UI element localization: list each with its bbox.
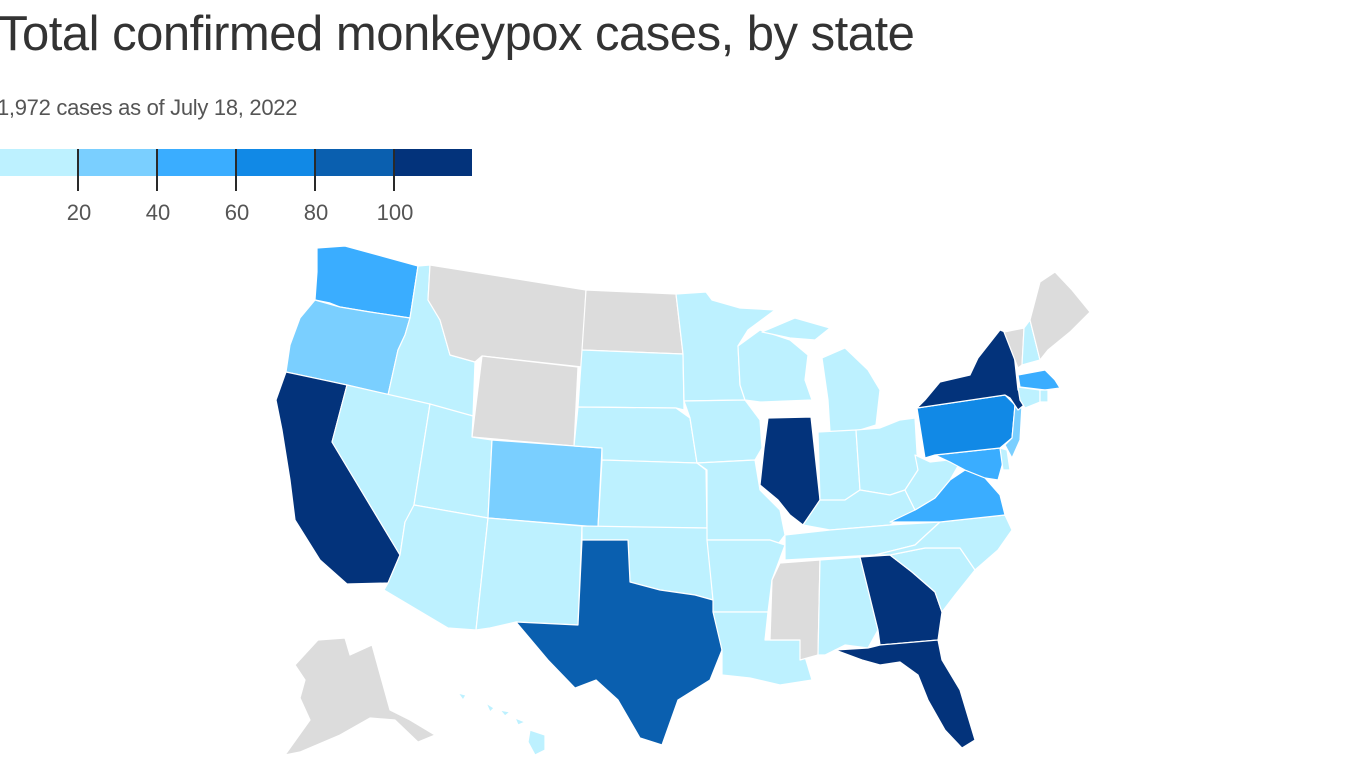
state-AR[interactable]	[706, 539, 786, 613]
state-WI[interactable]	[737, 329, 813, 403]
state-DE[interactable]	[999, 447, 1011, 471]
state-MI[interactable]	[761, 317, 881, 433]
state-MT[interactable]	[427, 264, 587, 368]
state-RI[interactable]	[1039, 389, 1049, 403]
legend-label: 100	[376, 200, 414, 225]
chart-title: Total confirmed monkeypox cases, by stat…	[0, 7, 915, 61]
state-NC[interactable]	[874, 514, 1013, 571]
state-HI[interactable]	[457, 692, 546, 756]
legend-bin-0	[0, 149, 79, 176]
legend-tick	[156, 149, 158, 191]
legend-tick	[77, 149, 79, 191]
state-ND[interactable]	[581, 289, 684, 355]
state-ME[interactable]	[1029, 271, 1091, 361]
state-IL[interactable]	[759, 416, 821, 526]
legend-tick	[314, 149, 316, 191]
state-IA[interactable]	[683, 399, 763, 464]
state-FL[interactable]	[834, 639, 976, 749]
state-SD[interactable]	[577, 349, 685, 411]
color-legend: 20 40 60 80 100	[0, 149, 472, 229]
legend-label: 40	[145, 200, 171, 225]
legend-bin-1	[79, 149, 158, 176]
state-NM[interactable]	[475, 517, 583, 631]
legend-bin-5	[394, 149, 472, 176]
chart-subtitle: 1,972 cases as of July 18, 2022	[0, 95, 298, 120]
legend-label: 80	[303, 200, 329, 225]
state-LA[interactable]	[712, 611, 813, 686]
state-MA[interactable]	[1017, 369, 1061, 391]
legend-bin-2	[158, 149, 237, 176]
state-CT[interactable]	[1017, 386, 1041, 409]
state-CO[interactable]	[487, 439, 603, 528]
legend-bin-3	[237, 149, 316, 176]
state-MO[interactable]	[696, 459, 786, 549]
legend-tick	[235, 149, 237, 191]
legend-label: 20	[66, 200, 92, 225]
state-MN[interactable]	[675, 291, 776, 402]
state-NJ[interactable]	[1004, 397, 1023, 459]
state-AK[interactable]	[284, 637, 436, 756]
state-WY[interactable]	[471, 355, 579, 447]
state-KS[interactable]	[597, 459, 708, 529]
legend-bin-4	[316, 149, 394, 176]
legend-label: 60	[224, 200, 250, 225]
legend-tick	[393, 149, 395, 191]
state-TX[interactable]	[515, 539, 723, 746]
